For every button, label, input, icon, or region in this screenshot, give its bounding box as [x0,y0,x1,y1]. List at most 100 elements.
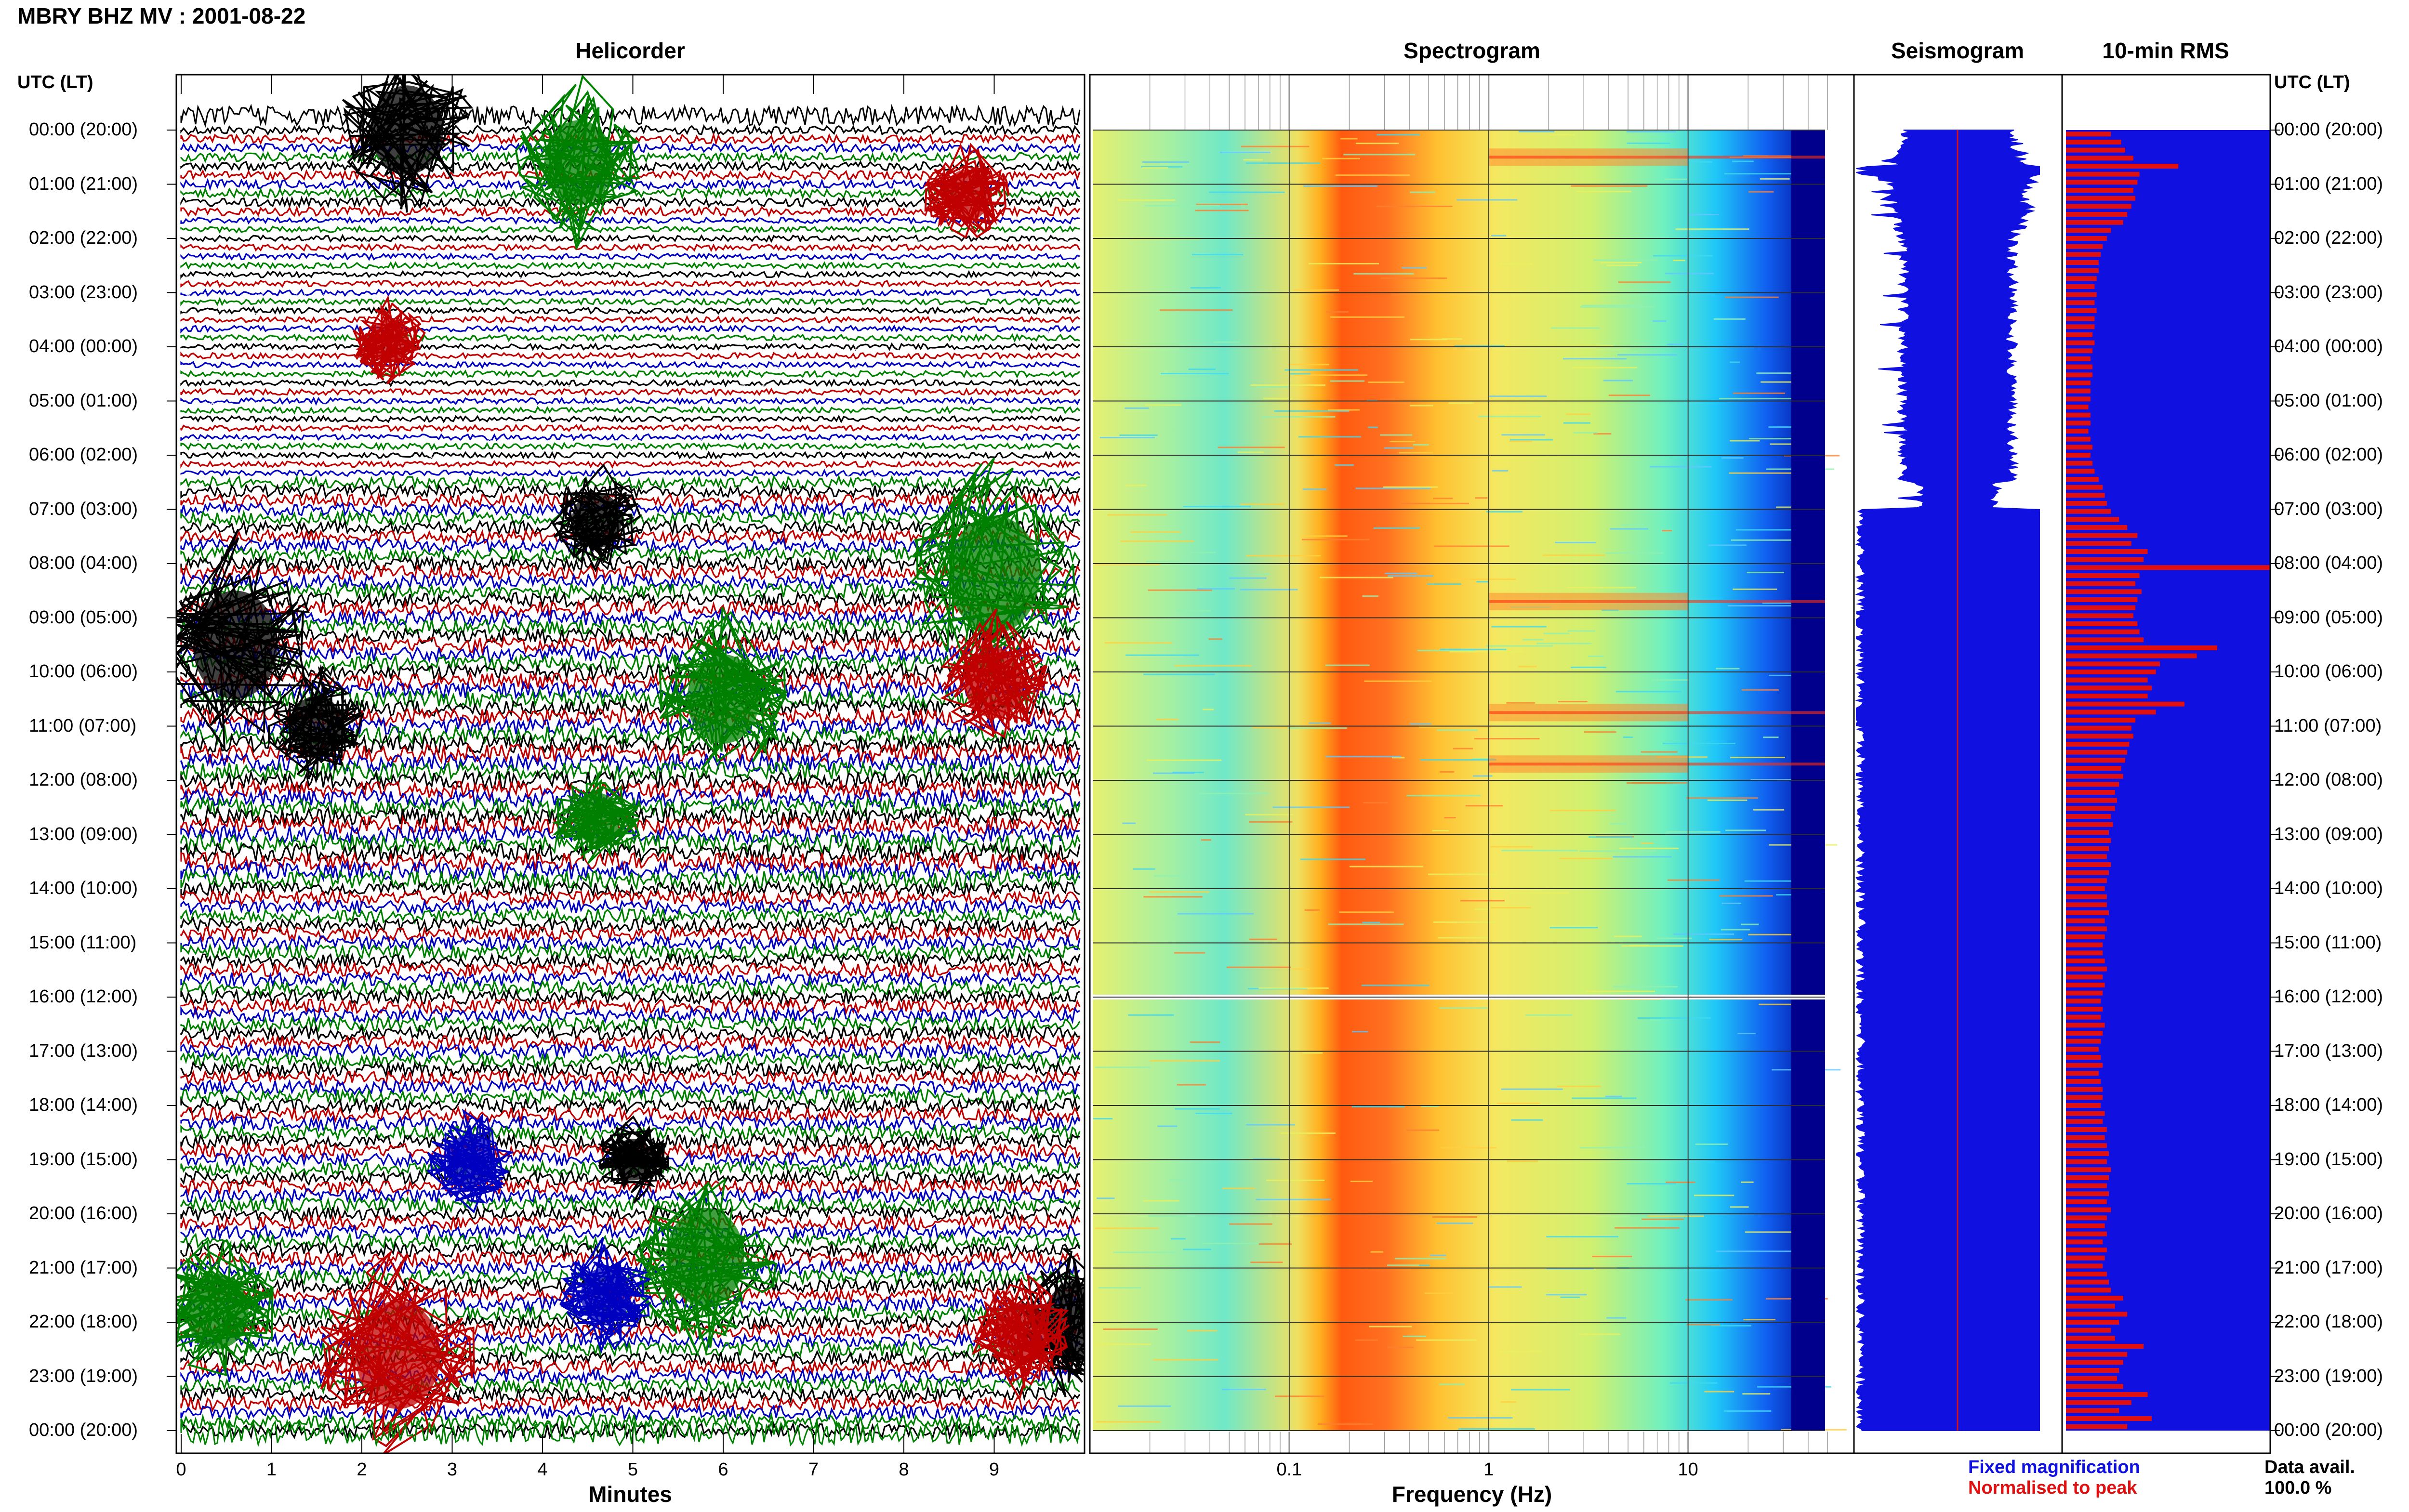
helicorder-event-core [447,1134,494,1185]
spectrogram-streak [1125,485,1147,486]
spectrogram-streak [1732,160,1754,162]
time-label-left: 18:00 (14:00) [29,1095,138,1115]
rms-bar [2066,734,2133,739]
spectrogram-streak [1153,772,1194,774]
spectrogram-streak [1567,587,1636,589]
spectrogram-streak [1606,264,1638,266]
spectrogram-streak [1769,674,1798,676]
helicorder-trace [180,306,1080,316]
spectrogram-streak [1491,907,1531,908]
spectrogram-streak [1440,1147,1497,1149]
spectrogram-streak [1509,892,1569,894]
spectrogram-streak [1460,900,1505,902]
time-label-right: 10:00 (06:00) [2274,661,2383,682]
spectrogram-streak [1413,444,1429,446]
spectrogram-streak [1368,426,1378,428]
helicorder-trace [180,1051,1081,1070]
helicorder-trace [180,943,1081,961]
rms-bar [2066,1079,2101,1084]
spectrogram-streak [1284,369,1358,371]
spectrogram-streak [1605,1095,1622,1097]
spectrogram-streak [1637,1017,1711,1019]
spectrogram-streak [1491,626,1547,628]
helicorder-trace [181,438,1080,445]
spectrogram-streak [1439,1007,1487,1009]
rms-bar [2066,1312,2128,1317]
spectrogram-streak [1662,743,1735,744]
spectrogram-streak [1474,908,1490,910]
time-label-right: 09:00 (05:00) [2274,607,2383,628]
spectrogram-streak [1615,691,1681,693]
helicorder-trace [180,997,1081,1015]
rms-bar [2066,421,2091,426]
helicorder-trace [180,414,1080,424]
helicorder-trace [181,276,1080,282]
rms-bar [2066,1344,2144,1349]
spectrogram-streak [1776,894,1794,896]
rms-bar [2066,862,2111,867]
spectrogram-streak [1641,751,1678,753]
helicorder-event-core [571,492,622,549]
spectrogram-streak [1448,402,1474,404]
time-label-right: 22:00 (18:00) [2274,1312,2383,1332]
helicorder-traces [176,75,1085,1453]
spectrogram-streak [1427,583,1461,585]
rms-bar [2066,565,2270,570]
spectrogram-streak [1104,642,1172,644]
spectrogram-streak [1099,437,1155,438]
spectrogram-streak [1229,1223,1272,1225]
rms-bar [2066,1127,2107,1132]
spectrogram-streak [1465,805,1503,807]
spectrogram-streak [1711,1325,1751,1327]
minutes-tick-label: 4 [537,1459,548,1480]
spectrogram-streak [1731,539,1806,541]
rms-bar [2066,1063,2103,1068]
rms-bar [2066,806,2115,811]
helicorder-trace [181,366,1080,373]
helicorder-trace [180,252,1080,261]
spectrogram-streak [1719,895,1773,897]
spectrogram-streak [1730,1206,1749,1208]
helicorder-trace [180,1419,1081,1447]
spectrogram-streak [1708,544,1747,546]
spectrogram-streak [1219,152,1271,153]
rms-bar [2066,220,2123,225]
spectrogram-streak [1748,933,1824,935]
spectrogram-streak [1320,577,1393,579]
rms-bar [2066,629,2140,634]
minutes-tick-label: 5 [627,1459,638,1480]
helicorder-trace [181,348,1080,355]
spectrogram-streak [1492,470,1509,472]
helicorder-trace [180,787,1081,810]
minutes-tick-label: 9 [989,1459,1000,1480]
spectrogram-streak [1410,191,1435,193]
time-label-left: 00:00 (20:00) [29,119,138,140]
spectrogram-streak [1551,327,1600,329]
spectrogram-streak [1729,472,1802,474]
spectrogram-streak [1662,530,1672,532]
helicorder-trace [180,777,1081,801]
right-axis-header: UTC (LT) [2274,72,2350,92]
spectrogram-streak [1560,1296,1580,1298]
helicorder-trace [180,960,1081,980]
spectrogram-streak [1603,380,1633,381]
rms-bar [2066,316,2095,321]
helicorder-trace [180,396,1081,406]
rms-bar [2066,1207,2111,1212]
rms-bar [2066,364,2093,369]
rms-bar [2066,694,2148,698]
rms-bar [2066,533,2138,538]
helicorder-trace [180,599,1081,618]
time-label-left: 09:00 (05:00) [29,607,138,628]
rms-bar [2066,830,2109,835]
spectrogram-streak [1760,178,1790,180]
spectrogram-streak [1392,757,1405,759]
rms-bar [2066,854,2107,859]
rms-bar [2066,1095,2103,1100]
spectrogram-streak [1432,830,1449,831]
spectrogram-streak [1632,782,1687,784]
rms-bar [2066,581,2136,586]
spectrogram-streak [1402,267,1427,269]
rms-bar [2066,918,2105,923]
rms-bar [2066,292,2097,297]
